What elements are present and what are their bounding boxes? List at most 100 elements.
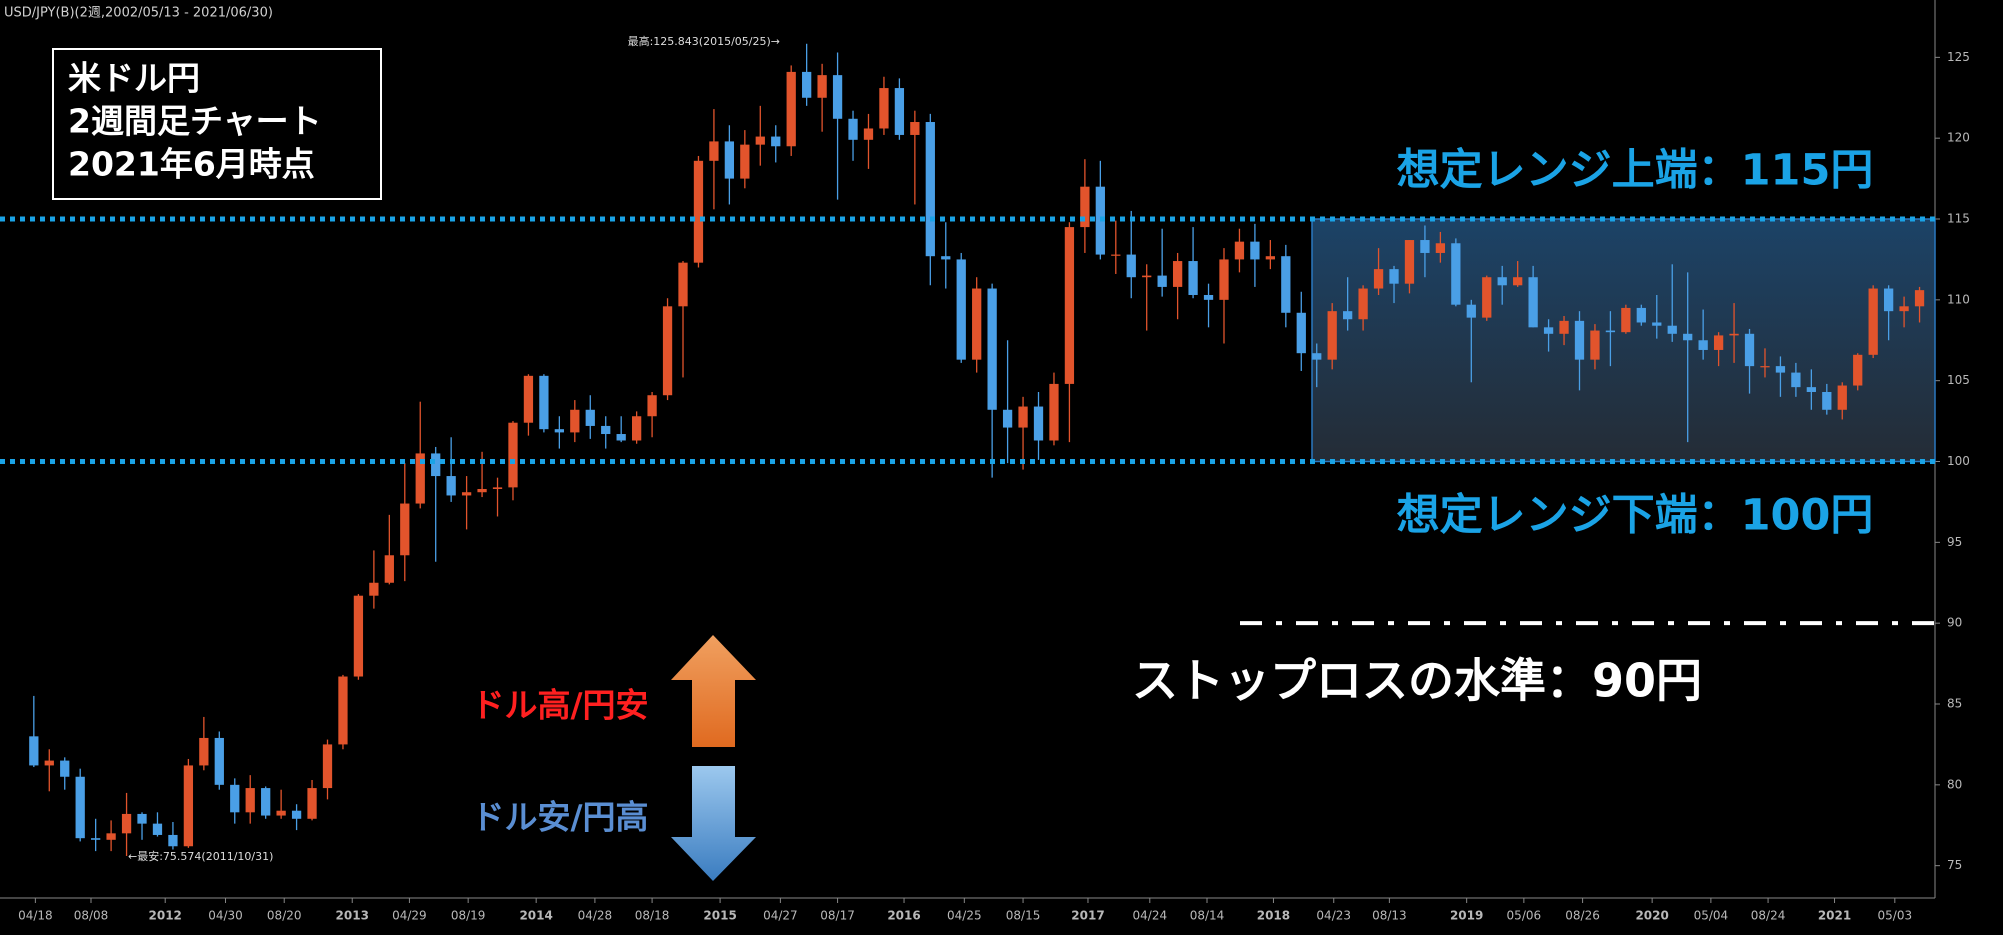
candle-body [1188, 261, 1198, 295]
candle-body [1822, 391, 1832, 410]
candle-body [832, 75, 843, 119]
candle-body [91, 838, 101, 840]
x-tick-label: 04/25 [947, 909, 982, 923]
x-tick-label: 05/04 [1694, 909, 1729, 923]
candle-body [1002, 409, 1013, 428]
x-tick-label: 04/30 [208, 909, 243, 923]
x-tick-label: 2017 [1071, 909, 1104, 923]
candle-body [29, 736, 39, 766]
y-tick-label: 75 [1947, 858, 1962, 872]
candle-body [1528, 277, 1538, 328]
candle-body [1574, 320, 1585, 360]
y-tick-label: 85 [1947, 697, 1962, 711]
x-tick-label: 05/03 [1878, 909, 1913, 923]
candle-body [1914, 290, 1925, 307]
x-tick-label: 08/20 [267, 909, 302, 923]
candle-body [1126, 254, 1136, 278]
candle-body [1466, 304, 1476, 318]
x-tick-label: 08/08 [74, 909, 109, 923]
up-arrow [671, 635, 756, 747]
candle-body [44, 760, 54, 766]
candle-body [1605, 330, 1616, 333]
candle-body [1791, 372, 1801, 388]
box-line: 米ドル円 [68, 59, 200, 98]
label-box [52, 48, 382, 200]
candle-body [1868, 288, 1878, 355]
candle-body [894, 88, 905, 135]
x-tick-label: 04/28 [578, 909, 613, 923]
candle-body [786, 71, 796, 147]
candle-body [1760, 366, 1770, 368]
x-tick-label: 08/17 [820, 909, 855, 923]
candle-body [631, 416, 642, 441]
high-note: 最高:125.843(2015/05/25)→ [628, 34, 780, 48]
candle-body [1312, 353, 1322, 360]
candle-body [1064, 227, 1075, 384]
candle-body [1636, 307, 1646, 323]
candle-body [183, 765, 194, 847]
x-tick-label: 04/27 [763, 909, 798, 923]
candle-body [168, 834, 178, 847]
stop-loss-label: ストップロスの水準：90円 [1132, 654, 1702, 708]
candle-body [709, 141, 719, 161]
candle-body [724, 141, 735, 179]
candle-body [848, 118, 858, 140]
chart-title: USD/JPY(B)(2週,2002/05/13 - 2021/06/30) [4, 6, 273, 21]
y-tick-label: 100 [1947, 454, 1970, 468]
up-label: ドル高/円安 [471, 686, 648, 725]
candle-body [1296, 312, 1306, 354]
candle-body [1559, 320, 1569, 334]
candle-body [199, 737, 209, 766]
candle-body [1049, 383, 1059, 441]
x-tick-label: 08/26 [1565, 909, 1600, 923]
candle-body [987, 288, 997, 410]
candle-body [1404, 240, 1415, 284]
x-tick-label: 04/18 [18, 909, 53, 923]
candle-body [477, 488, 487, 493]
candle-body [446, 476, 456, 496]
candle-body [152, 823, 163, 835]
x-tick-label: 2012 [149, 909, 182, 923]
candle-body [585, 409, 595, 426]
x-tick-label: 2021 [1818, 909, 1851, 923]
x-tick-label: 04/23 [1316, 909, 1351, 923]
x-tick-label: 08/18 [635, 909, 670, 923]
candle-body [1111, 254, 1121, 256]
low-note: ←最安:75.574(2011/10/31) [128, 849, 273, 863]
candle-body [554, 429, 564, 433]
x-tick-label: 2019 [1450, 909, 1483, 923]
x-tick-label: 04/29 [392, 909, 427, 923]
candle-body [693, 160, 704, 263]
x-tick-label: 2013 [336, 909, 369, 923]
down-label: ドル安/円高 [471, 798, 648, 837]
candle-body [771, 136, 781, 147]
candle-body [75, 776, 85, 839]
candle-body [616, 434, 626, 441]
candle-body [1080, 186, 1090, 228]
candle-body [322, 744, 333, 789]
candle-body [60, 760, 70, 777]
candle-body [1358, 288, 1368, 320]
candle-body [523, 375, 534, 423]
range-upper-label: 想定レンジ上端：115円 [1397, 146, 1874, 196]
candle-body [1420, 240, 1430, 253]
down-arrow [671, 766, 756, 881]
candle-body [1775, 366, 1786, 373]
candle-body [570, 409, 580, 433]
candle-body [1203, 294, 1214, 300]
box-line: 2週間足チャート [68, 102, 322, 141]
candle-body [817, 75, 827, 98]
candle-body [1497, 277, 1507, 286]
candle-body [1899, 306, 1909, 312]
candle-body [1683, 333, 1693, 341]
candle-body [1033, 406, 1044, 441]
candle-body [1435, 243, 1446, 253]
candle-body [863, 128, 874, 140]
candle-body [879, 88, 889, 129]
y-tick-label: 95 [1947, 535, 1962, 549]
candle-body [1389, 269, 1399, 284]
candle-body [539, 375, 549, 430]
candle-body [1729, 333, 1739, 336]
y-tick-label: 120 [1947, 131, 1970, 145]
